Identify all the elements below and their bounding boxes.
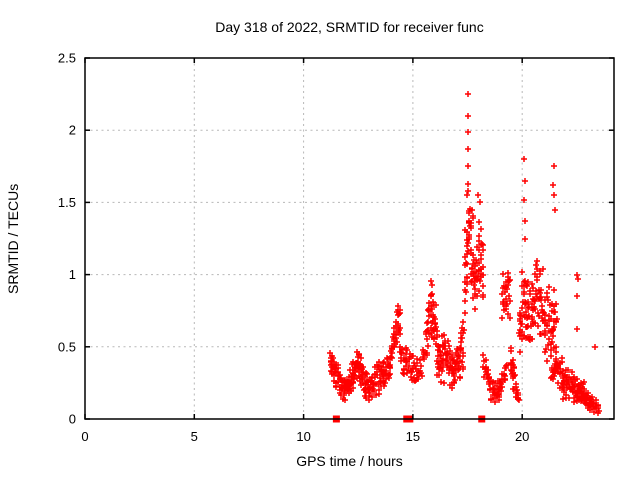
x-tick-label: 0 <box>81 429 88 444</box>
chart-title: Day 318 of 2022, SRMTID for receiver fun… <box>215 19 484 35</box>
x-tick-label: 15 <box>406 429 420 444</box>
x-tick-label: 10 <box>296 429 310 444</box>
data-points-layer <box>327 91 602 416</box>
y-tick-label: 0 <box>69 412 76 427</box>
grid-layer <box>85 58 614 419</box>
x-tick-labels: 0 5 10 15 20 <box>81 429 529 444</box>
y-tick-label: 2 <box>69 123 76 138</box>
y-tick-label: 2.5 <box>58 51 76 66</box>
y-tick-label: 1 <box>69 267 76 282</box>
y-tick-label: 0.5 <box>58 339 76 354</box>
axis-border <box>84 57 615 420</box>
y-tick-labels: 0 0.5 1 1.5 2 2.5 <box>58 51 76 427</box>
y-tick-label: 1.5 <box>58 195 76 210</box>
x-tick-label: 20 <box>515 429 529 444</box>
x-axis-label: GPS time / hours <box>296 453 403 469</box>
x-tick-label: 5 <box>191 429 198 444</box>
